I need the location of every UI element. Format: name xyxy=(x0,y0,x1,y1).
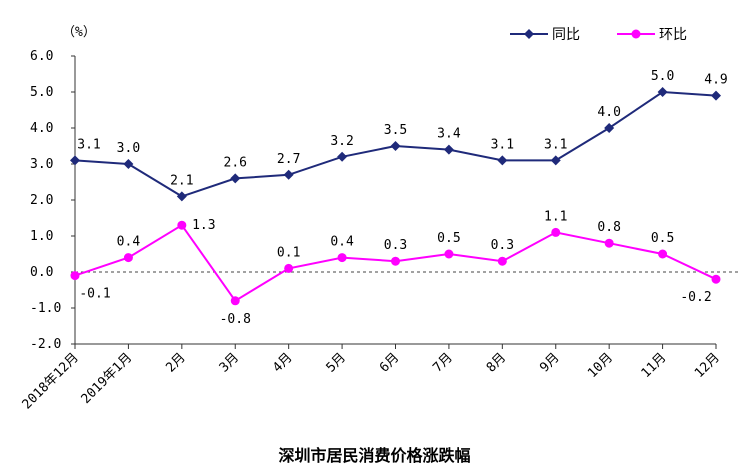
data-label: 0.8 xyxy=(597,220,620,235)
x-tick-label: 2月 xyxy=(163,350,188,375)
data-point-circle xyxy=(70,271,80,281)
data-label: 1.1 xyxy=(544,209,567,224)
data-label: 0.4 xyxy=(117,235,141,250)
data-label: -0.8 xyxy=(220,312,251,327)
x-tick-label: 9月 xyxy=(537,350,562,375)
data-label: 0.3 xyxy=(384,238,407,253)
x-tick-label: 6月 xyxy=(377,350,402,375)
series-layer: 3.1 3.0 2.1 2.6 2.7 3.2 3.5 3.4 3.1 3.1 4.0 5.0 4.9 -… xyxy=(70,69,728,327)
data-label: 0.1 xyxy=(277,245,300,260)
data-point-circle xyxy=(658,249,668,259)
y-tick-label: 0.0 xyxy=(30,265,53,280)
data-label: 2.1 xyxy=(170,173,193,188)
data-point-circle xyxy=(391,256,400,266)
data-point-diamond xyxy=(711,90,721,101)
y-tick-label: 3.0 xyxy=(30,157,53,172)
legend: 同比 环比 xyxy=(510,27,687,43)
data-label: 2.6 xyxy=(224,155,247,170)
series-2: -0.1 0.4 1.3 -0.8 0.1 0.4 0.3 0.5 0.3 1.1 0.8 0.5 -0… xyxy=(70,209,721,327)
legend-circle-marker xyxy=(631,29,641,39)
y-tick-label: 6.0 xyxy=(30,49,53,64)
x-tick-label: 2019年1月 xyxy=(79,350,136,407)
data-point-diamond xyxy=(657,87,668,97)
data-point-circle xyxy=(604,238,614,248)
data-label: 3.1 xyxy=(77,137,100,152)
data-point-circle xyxy=(337,253,347,263)
data-point-circle xyxy=(284,263,294,273)
data-point-diamond xyxy=(123,159,134,169)
data-point-circle xyxy=(177,220,187,230)
x-tick-label: 10月 xyxy=(585,350,616,381)
y-tick-label: -2.0 xyxy=(30,337,61,352)
data-label: 0.5 xyxy=(437,231,460,246)
data-point-circle xyxy=(230,296,240,306)
x-tick-label: 8月 xyxy=(484,350,509,375)
data-label: 3.1 xyxy=(544,137,567,152)
data-point-diamond xyxy=(497,155,508,166)
series-1: 3.1 3.0 2.1 2.6 2.7 3.2 3.5 3.4 3.1 3.1 4.0 5.0 4.9 xyxy=(70,69,728,202)
data-label: 0.5 xyxy=(651,231,674,246)
data-point-diamond xyxy=(443,144,454,155)
data-label: 4.9 xyxy=(704,73,727,88)
data-label: 3.2 xyxy=(330,134,353,149)
axes: 6.0 5.0 4.0 3.0 2.0 1.0 0.0 -1.0 -2.02018年12月201… xyxy=(20,49,738,412)
data-label: 5.0 xyxy=(651,69,674,84)
y-tick-label: 5.0 xyxy=(30,85,53,100)
y-tick-label: 1.0 xyxy=(30,229,53,244)
x-tick-label: 3月 xyxy=(217,350,242,375)
data-point-circle xyxy=(551,227,561,237)
data-label: 3.0 xyxy=(117,141,140,156)
x-tick-label: 12月 xyxy=(692,350,723,381)
y-axis-unit-label: （%） xyxy=(62,25,96,40)
data-point-circle xyxy=(123,253,133,263)
x-tick-label: 11月 xyxy=(639,350,670,381)
y-tick-label: 4.0 xyxy=(30,121,53,136)
data-label: 1.3 xyxy=(192,218,215,233)
legend-label: 环比 xyxy=(659,27,687,43)
data-label: 3.1 xyxy=(491,137,514,152)
data-label: 4.0 xyxy=(597,105,620,120)
y-tick-label: 2.0 xyxy=(30,193,53,208)
data-label: -0.2 xyxy=(680,290,711,305)
data-label: 0.4 xyxy=(330,235,354,250)
data-point-circle xyxy=(444,249,454,259)
data-label: 3.5 xyxy=(384,123,407,138)
legend-diamond-marker xyxy=(524,29,534,39)
data-label: 0.3 xyxy=(491,238,514,253)
data-point-diamond xyxy=(604,123,615,133)
data-point-diamond xyxy=(70,155,80,166)
x-tick-label: 4月 xyxy=(270,350,295,375)
legend-label: 同比 xyxy=(552,27,580,43)
chart-title: 深圳市居民消费价格涨跌幅 xyxy=(278,446,471,465)
data-point-diamond xyxy=(283,169,294,180)
x-tick-label: 5月 xyxy=(324,350,349,375)
data-point-circle xyxy=(497,256,507,266)
data-label: 3.4 xyxy=(437,127,461,142)
data-point-diamond xyxy=(390,141,401,151)
y-tick-label: -1.0 xyxy=(30,301,61,316)
data-point-diamond xyxy=(337,151,348,162)
data-point-circle xyxy=(711,274,721,284)
x-tick-label: 7月 xyxy=(430,350,455,375)
x-tick-label: 2018年12月 xyxy=(20,350,82,412)
data-point-diamond xyxy=(176,191,187,202)
data-label: 2.7 xyxy=(277,152,300,167)
data-point-diamond xyxy=(550,155,561,166)
data-label: -0.1 xyxy=(79,287,110,302)
data-point-diamond xyxy=(230,173,241,184)
